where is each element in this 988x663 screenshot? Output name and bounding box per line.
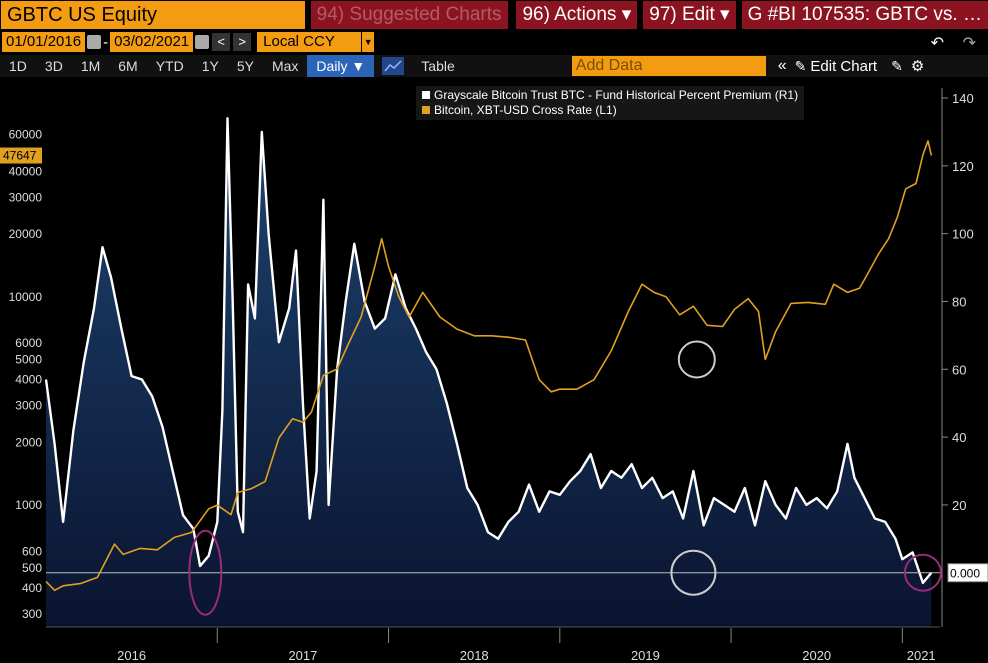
redo-icon[interactable]: ↷ — [962, 35, 976, 52]
right-tick-label: 40 — [952, 430, 966, 445]
left-tick-label: 30000 — [9, 190, 43, 204]
left-tick-label: 10000 — [9, 290, 43, 304]
date-range-bar: 01/01/2016 - 03/02/2021 < > Local CCY ▼ … — [0, 31, 988, 53]
legend-swatch-icon — [422, 106, 430, 114]
x-tick-label: 2019 — [631, 648, 660, 663]
right-tick-label: 20 — [952, 498, 966, 513]
left-tick-label: 3000 — [15, 399, 42, 413]
gear-icon[interactable]: ⚙ — [910, 58, 925, 75]
calendar-icon[interactable] — [195, 35, 210, 49]
right-tick-label: 60 — [952, 362, 966, 377]
annotation-circle[interactable] — [670, 549, 717, 596]
frequency-select[interactable]: Daily ▼ — [307, 55, 375, 77]
left-tick-label: 20000 — [9, 227, 43, 241]
range-button-1d[interactable]: 1D — [9, 58, 27, 74]
range-button-max[interactable]: Max — [271, 58, 299, 74]
left-tick-label: 500 — [22, 561, 42, 575]
range-button-3d[interactable]: 3D — [44, 58, 63, 74]
line-chart-icon[interactable] — [382, 57, 405, 75]
range-button-ytd[interactable]: YTD — [155, 58, 184, 74]
calendar-icon[interactable] — [87, 35, 102, 49]
current-price-label: 47647 — [3, 149, 37, 163]
legend-label: Grayscale Bitcoin Trust BTC - Fund Histo… — [434, 88, 799, 102]
x-tick-label: 2016 — [117, 648, 146, 663]
range-button-6m[interactable]: 6M — [118, 58, 138, 74]
undo-icon[interactable]: ↶ — [930, 35, 944, 52]
legend-label: Bitcoin, XBT-USD Cross Rate (L1) — [434, 103, 617, 117]
currency-select[interactable]: Local CCY — [257, 32, 362, 52]
chart-legend[interactable]: Grayscale Bitcoin Trust BTC - Fund Histo… — [416, 86, 805, 120]
left-tick-label: 1000 — [15, 498, 42, 512]
pencil-icon[interactable]: ✎ — [794, 57, 807, 74]
legend-item-btc[interactable]: Bitcoin, XBT-USD Cross Rate (L1) — [422, 103, 798, 118]
left-tick-label: 5000 — [15, 353, 42, 367]
range-button-1y[interactable]: 1Y — [201, 58, 219, 74]
edit-chart-button[interactable]: Edit Chart — [810, 57, 878, 75]
premium-series-line[interactable] — [44, 117, 933, 585]
back-arrow-icon[interactable]: < — [212, 33, 231, 51]
security-ticker-field[interactable]: GBTC US Equity — [1, 1, 305, 29]
right-tick-label: 80 — [952, 294, 966, 309]
range-button-1m[interactable]: 1M — [80, 58, 101, 74]
actions-menu[interactable]: 96) Actions ▾ — [516, 1, 638, 29]
premium-area — [46, 118, 932, 628]
left-tick-label: 2000 — [15, 435, 42, 449]
left-tick-label: 60000 — [9, 128, 43, 142]
chart-area[interactable]: 140 120 100 80 60 40 20 60000 40000 30000 20000 100… — [0, 80, 988, 663]
annotation-circle[interactable] — [677, 340, 716, 379]
forward-arrow-icon[interactable]: > — [233, 33, 252, 51]
x-tick-label: 2020 — [802, 648, 831, 663]
legend-item-premium[interactable]: Grayscale Bitcoin Trust BTC - Fund Histo… — [422, 88, 798, 103]
start-date-field[interactable]: 01/01/2016 — [2, 32, 86, 52]
suggested-charts-button[interactable]: 94) Suggested Charts — [310, 1, 509, 29]
left-tick-label: 600 — [22, 544, 42, 558]
current-premium-badge — [947, 563, 988, 583]
left-tick-label: 40000 — [9, 164, 43, 178]
chevron-down-icon[interactable]: ▼ — [362, 32, 375, 52]
left-tick-label: 4000 — [15, 373, 42, 387]
x-tick-label: 2021 — [907, 648, 936, 663]
left-tick-label: 300 — [22, 607, 42, 621]
range-button-5y[interactable]: 5Y — [236, 58, 254, 74]
annotation-circle[interactable] — [903, 553, 942, 592]
annotation-circle[interactable] — [188, 529, 223, 616]
btc-series-line[interactable] — [45, 140, 933, 592]
top-toolbar: GBTC US Equity 94) Suggested Charts 96) … — [0, 0, 988, 30]
range-toolbar: 1D 3D 1M 6M YTD 1Y 5Y Max Daily ▼ Table Add Dat… — [0, 55, 988, 77]
x-tick-label: 2017 — [288, 648, 317, 663]
chart-title: G #BI 107535: GBTC vs. … — [741, 1, 988, 29]
collapse-icon[interactable]: « — [777, 57, 787, 74]
date-separator: - — [103, 33, 109, 51]
legend-swatch-icon — [422, 91, 430, 99]
end-date-field[interactable]: 03/02/2021 — [110, 32, 194, 52]
range-buttons: 1D 3D 1M 6M YTD 1Y 5Y Max — [0, 55, 307, 77]
current-price-badge — [0, 147, 42, 164]
left-tick-label: 6000 — [15, 336, 42, 350]
x-tick-label: 2018 — [460, 648, 489, 663]
table-button[interactable]: Table — [421, 58, 455, 74]
current-premium-label: 0.000 — [950, 567, 980, 581]
edit-menu[interactable]: 97) Edit ▾ — [643, 1, 736, 29]
right-tick-label: 100 — [952, 227, 974, 242]
right-tick-label: 120 — [952, 159, 974, 174]
draw-icon[interactable]: ✎ — [891, 57, 903, 74]
add-data-input[interactable]: Add Data — [571, 56, 766, 76]
right-tick-label: 140 — [952, 91, 974, 106]
left-tick-label: 400 — [22, 581, 42, 595]
